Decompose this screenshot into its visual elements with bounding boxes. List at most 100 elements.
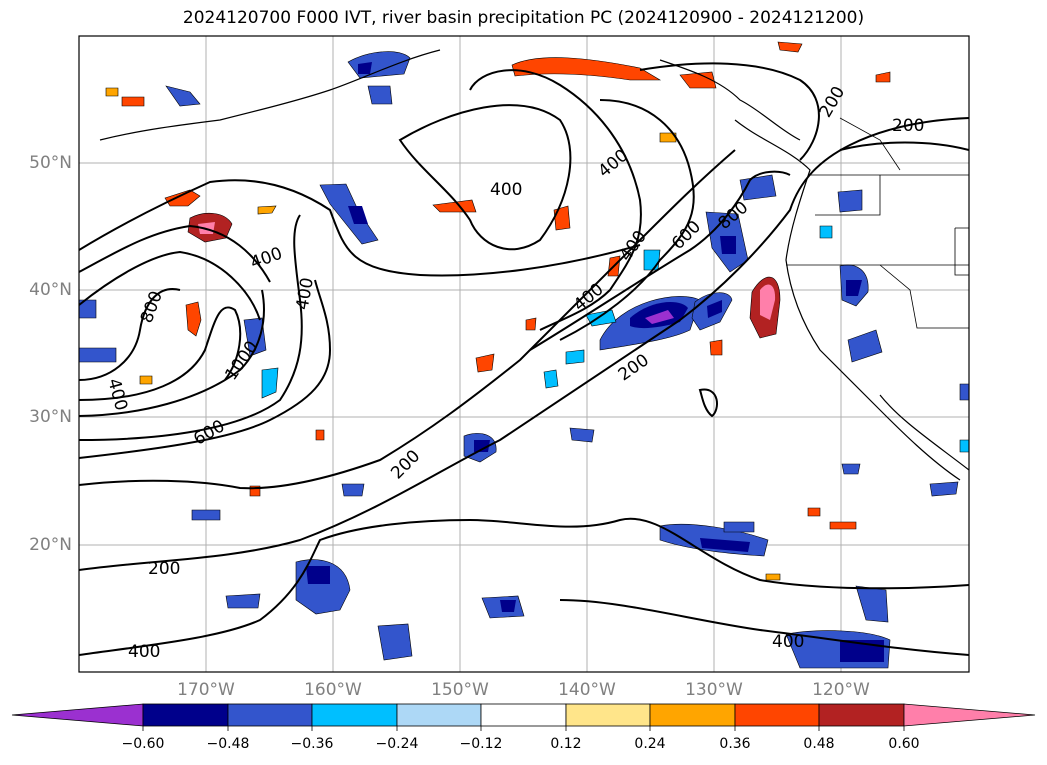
contour-label-600: 600 — [668, 217, 705, 254]
contour-label-400: 400 — [248, 244, 285, 274]
colorbar-extend-high — [903, 703, 1036, 727]
colorbar-bin — [480, 703, 567, 727]
colorbar-tick-label: 0.48 — [803, 736, 835, 752]
lat-label-30n: 30°N — [29, 407, 72, 427]
precip-patch-positive — [185, 301, 202, 337]
precip-patch-negative — [225, 593, 261, 609]
colorbar-tick-label: 0.24 — [634, 736, 666, 752]
precip-patch-negative — [543, 369, 559, 389]
lon-label-160w: 160°W — [304, 680, 362, 700]
contour-label-400: 400 — [595, 146, 633, 182]
precip-patch-negative — [306, 566, 330, 584]
contour-label-400: 400 — [570, 279, 608, 315]
precip-patch-positive — [875, 71, 891, 83]
gridlines — [79, 36, 969, 672]
colorbar-tick-label: −0.48 — [206, 736, 250, 752]
contour-label-400: 400 — [128, 642, 160, 662]
precip-patch-negative — [165, 85, 201, 107]
precip-patch-positive — [777, 41, 803, 53]
contour-label-200: 200 — [148, 559, 180, 579]
precip-patch-negative — [707, 300, 722, 318]
contour-label-200: 200 — [816, 83, 850, 121]
precip-patch-positive — [553, 205, 571, 231]
precip-patch-negative — [565, 349, 585, 365]
precip-patch-negative — [500, 600, 516, 612]
precip-patch-positive — [765, 573, 781, 581]
precip-patch-positive — [659, 132, 677, 143]
map-content: 200 200 200 200 200 400 400 400 400 400 … — [79, 36, 969, 672]
contour-labels: 200 200 200 200 200 400 400 400 400 400 … — [103, 83, 924, 662]
precip-patch-positive — [525, 317, 537, 331]
colorbar-bin — [396, 703, 482, 727]
colorbar-bin — [311, 703, 398, 727]
precip-patch-positive — [121, 96, 145, 107]
precip-patch-positive — [829, 521, 857, 530]
lat-label-50n: 50°N — [29, 153, 72, 173]
precip-patch-negative — [959, 439, 969, 453]
colorbar-tick-label: −0.36 — [290, 736, 334, 752]
precip-patch-negative — [929, 481, 959, 497]
precip-patch-positive — [807, 507, 821, 517]
precip-patch-positive — [257, 205, 277, 215]
lon-label-170w: 170°W — [177, 680, 235, 700]
colorbar-bin — [649, 703, 736, 727]
contour-label-400: 400 — [103, 376, 131, 413]
colorbar-tick-label: −0.24 — [375, 736, 419, 752]
colorbar-bin — [142, 703, 229, 727]
precip-patch-negative — [723, 521, 755, 533]
precip-patch-positive — [164, 189, 201, 207]
precip-patch-negative — [569, 427, 595, 443]
precip-patch-positive — [105, 87, 119, 97]
colorbar-tick-label: 0.12 — [550, 736, 582, 752]
contour-label-200: 200 — [892, 116, 924, 136]
precip-patch-negative — [855, 585, 889, 623]
precip-patches — [79, 41, 969, 669]
lat-label-20n: 20°N — [29, 535, 72, 555]
precip-patch-negative — [367, 85, 393, 105]
contour-label-400: 400 — [772, 632, 804, 652]
precip-patch-positive — [679, 71, 717, 89]
precip-patch-positive — [709, 339, 723, 356]
colorbar-tick-label: 0.60 — [888, 736, 920, 752]
colorbar-bin — [734, 703, 820, 727]
precip-patch-negative — [347, 51, 411, 79]
colorbar-tick-label: −0.12 — [459, 736, 503, 752]
map-title: 2024120700 F000 IVT, river basin precipi… — [182, 8, 865, 28]
colorbar-tick-label: −0.60 — [121, 736, 165, 752]
precip-patch-positive — [432, 199, 477, 213]
precip-patch-negative — [261, 367, 279, 399]
contour-label-400: 400 — [293, 276, 318, 311]
precip-patch-negative — [645, 310, 674, 324]
precip-patch-negative — [841, 463, 861, 475]
colorbar-tick-label: 0.36 — [719, 736, 751, 752]
lon-label-140w: 140°W — [558, 680, 616, 700]
precip-patch-negative — [846, 280, 862, 296]
precip-patch-negative — [79, 299, 97, 319]
precip-patch-negative — [243, 317, 267, 357]
lat-label-40n: 40°N — [29, 280, 72, 300]
colorbar-bin — [565, 703, 651, 727]
colorbar-bin — [818, 703, 905, 727]
precip-patch-negative — [700, 538, 750, 552]
contour-label-800: 800 — [137, 288, 167, 325]
colorbar-extend-low — [11, 703, 144, 727]
precip-patch-positive — [475, 353, 495, 373]
precip-patch-negative — [341, 483, 365, 497]
precip-patch-negative — [959, 383, 969, 401]
precip-patch-negative — [474, 440, 490, 452]
contour-label-200: 200 — [615, 350, 653, 385]
precip-patch-negative — [358, 62, 372, 74]
precip-patch-positive — [760, 284, 776, 320]
coastlines — [99, 49, 969, 481]
state-borders — [786, 117, 969, 329]
contour-label-400: 400 — [490, 180, 522, 200]
precip-patch-negative — [79, 347, 117, 363]
lon-label-130w: 130°W — [685, 680, 743, 700]
precip-patch-negative — [191, 509, 221, 521]
precip-patch-negative — [643, 249, 661, 271]
precip-patch-positive — [139, 375, 153, 385]
ivt-contours — [79, 62, 969, 656]
colorbar-bin — [227, 703, 313, 727]
colorbar — [11, 703, 1036, 731]
